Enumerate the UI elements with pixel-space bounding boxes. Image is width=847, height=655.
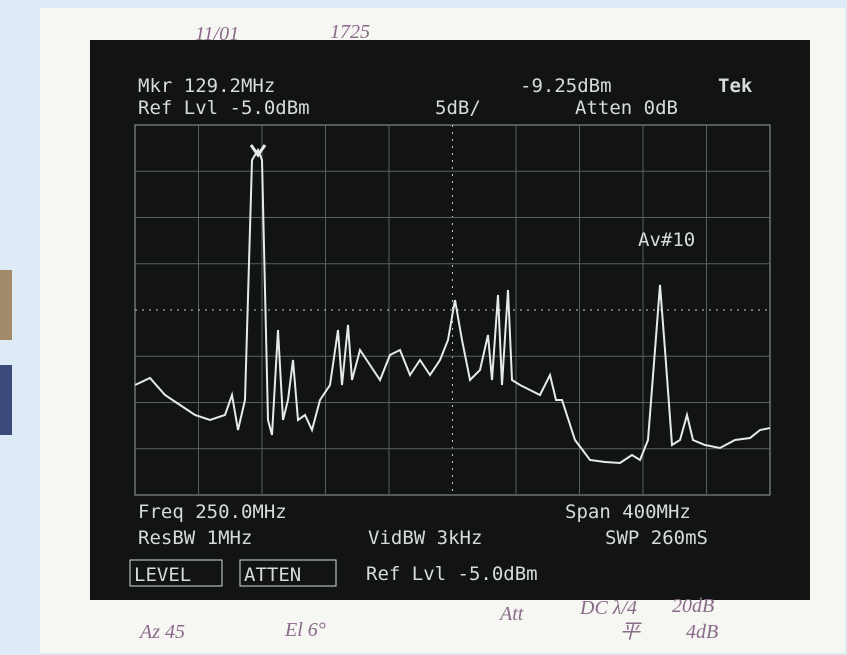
average: Av#10 <box>638 229 695 251</box>
note: El 6° <box>284 619 326 641</box>
vid-bw: VidBW 3kHz <box>368 527 482 549</box>
note: 1725 <box>330 21 370 43</box>
note: DC λ/4 <box>579 597 637 619</box>
note: Az 45 <box>138 621 185 643</box>
brand: Tek <box>718 75 753 97</box>
note: Att <box>498 603 524 625</box>
marker-freq: Mkr 129.2MHz <box>138 75 275 97</box>
note: 4dB <box>686 621 718 643</box>
edge-photo <box>0 270 12 340</box>
ref-level: Ref Lvl -5.0dBm <box>138 97 310 119</box>
edge-photo <box>0 365 12 435</box>
note: 20dB <box>672 595 714 617</box>
atten: Atten 0dB <box>575 97 678 119</box>
note: 平 <box>620 621 642 643</box>
softkey: ATTEN <box>244 564 301 586</box>
span: Span 400MHz <box>565 501 691 523</box>
res-bw: ResBW 1MHz <box>138 527 252 549</box>
center-freq: Freq 250.0MHz <box>138 501 287 523</box>
sweep: SWP 260mS <box>605 527 708 549</box>
photo: 11/01 1725 Mkr 129.2MHz -9.25dBm Tek Ref… <box>0 0 847 655</box>
scale: 5dB/ <box>435 97 481 119</box>
marker-level: -9.25dBm <box>520 75 612 97</box>
entry: Ref Lvl -5.0dBm <box>366 563 538 585</box>
softkey: LEVEL <box>134 564 191 586</box>
